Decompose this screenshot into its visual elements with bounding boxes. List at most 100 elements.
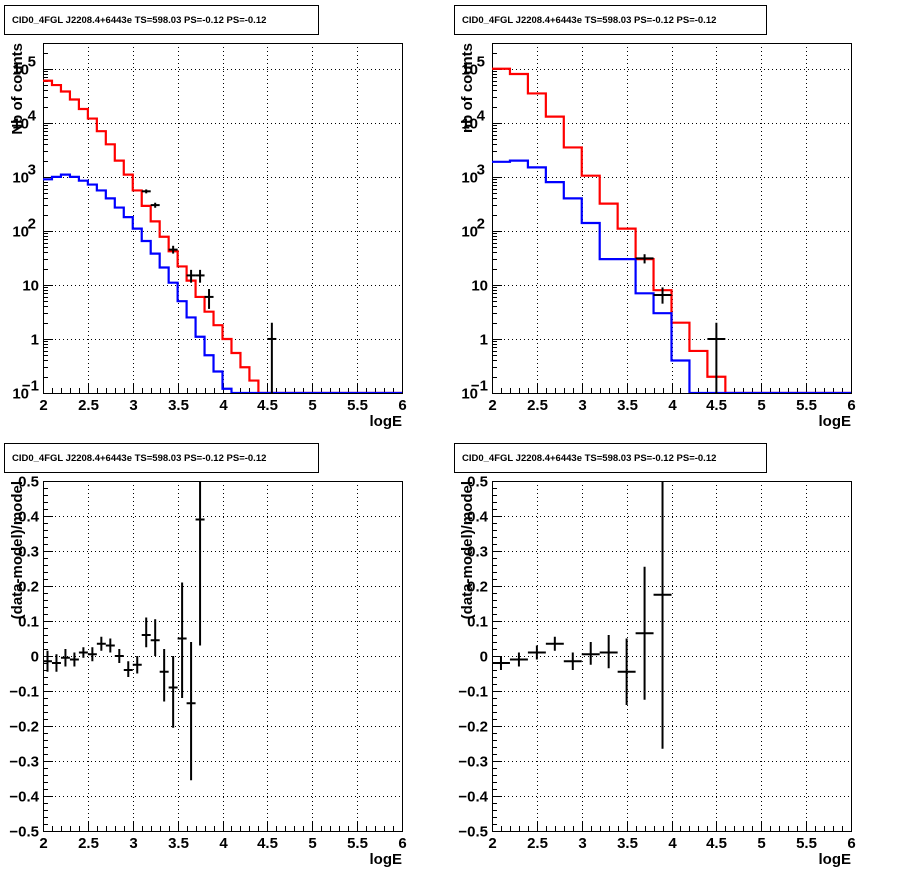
data-point — [150, 619, 160, 656]
x-tick-label: 2 — [488, 835, 496, 852]
data-point — [195, 481, 205, 646]
y-tick-label: 10 — [22, 278, 39, 295]
x-tick-label: 6 — [847, 835, 855, 852]
y-axis-label: nb of counts — [459, 43, 476, 133]
y-tick-label: 10 — [12, 386, 29, 403]
x-tick-label: 4 — [668, 835, 677, 852]
x-axis-label: logE — [819, 413, 852, 430]
y-tick-label: 0.2 — [18, 579, 39, 596]
series-source-step — [43, 173, 402, 393]
data-point — [43, 650, 52, 672]
x-tick-label: 4.5 — [706, 835, 727, 852]
data-point — [492, 656, 510, 670]
y-tick-exponent: 5 — [477, 54, 485, 71]
x-tick-label: 3.5 — [168, 397, 189, 414]
y-tick-label: 0.5 — [467, 474, 488, 491]
chart-panel-1: CID0_4FGL J2208.4+6443e TS=598.03 PS=-0.… — [4, 5, 407, 430]
y-tick-label: −0.5 — [9, 824, 39, 841]
y-tick-label: 10 — [461, 386, 478, 403]
y-tick-exponent: 4 — [477, 108, 486, 125]
data-point — [635, 566, 654, 700]
x-axis-label: logE — [370, 413, 403, 430]
x-tick-label: 6 — [847, 397, 855, 414]
y-tick-exponent: −1 — [22, 378, 39, 395]
y-tick-exponent: 4 — [28, 108, 37, 125]
x-tick-label: 5 — [308, 835, 316, 852]
y-tick-label: 0.2 — [467, 579, 488, 596]
y-tick-exponent: 3 — [28, 162, 36, 179]
data-point — [132, 656, 142, 674]
chart-panel-2: CID0_4FGL J2208.4+6443e TS=598.03 PS=-0.… — [454, 5, 856, 430]
data-point — [267, 322, 277, 393]
data-point — [87, 647, 97, 662]
y-tick-label: 1 — [31, 332, 39, 349]
data-point — [123, 661, 133, 677]
y-tick-label: 0.5 — [18, 474, 39, 491]
x-tick-label: 2 — [39, 397, 47, 414]
data-point — [186, 642, 196, 781]
title-box — [4, 5, 319, 35]
y-tick-label: 0.4 — [467, 509, 489, 526]
y-axis-label: (data-model)/model — [459, 481, 476, 619]
data-point — [653, 481, 672, 749]
data-point — [581, 642, 600, 665]
chart-title: CID0_4FGL J2208.4+6443e TS=598.03 PS=-0.… — [12, 15, 266, 26]
x-tick-label: 2.5 — [78, 835, 99, 852]
x-axis-label: logE — [819, 851, 852, 868]
y-tick-label: 10 — [461, 224, 478, 241]
x-tick-label: 5.5 — [796, 835, 817, 852]
data-point — [653, 287, 672, 304]
x-tick-label: 4.5 — [706, 397, 727, 414]
x-tick-label: 2 — [488, 397, 496, 414]
y-tick-label: −0.2 — [458, 719, 488, 736]
data-point — [150, 202, 160, 208]
y-tick-label: 0.3 — [467, 544, 488, 561]
chart-panel-4: CID0_4FGL J2208.4+6443e TS=598.03 PS=-0.… — [454, 443, 856, 868]
x-tick-label: 5 — [757, 835, 765, 852]
y-tick-label: 0.1 — [467, 614, 488, 631]
x-tick-label: 2.5 — [527, 397, 548, 414]
data-point — [168, 245, 178, 254]
x-tick-label: 2.5 — [527, 835, 548, 852]
y-tick-exponent: 2 — [28, 216, 36, 233]
chart-title: CID0_4FGL J2208.4+6443e TS=598.03 PS=-0.… — [12, 453, 266, 464]
data-point — [60, 649, 70, 667]
y-tick-exponent: 5 — [28, 54, 36, 71]
y-tick-label: 10 — [471, 278, 488, 295]
chart-panel-3: CID0_4FGL J2208.4+6443e TS=598.03 PS=-0.… — [4, 443, 407, 868]
y-tick-label: 0 — [480, 649, 488, 666]
x-tick-label: 4 — [219, 397, 228, 414]
y-tick-exponent: 2 — [477, 216, 485, 233]
x-tick-label: 5 — [308, 397, 316, 414]
x-tick-label: 4.5 — [257, 835, 278, 852]
y-axis-label: Nb of counts — [9, 43, 26, 135]
y-tick-label: 1 — [480, 332, 488, 349]
data-point — [509, 652, 528, 667]
x-tick-label: 3 — [578, 835, 586, 852]
x-tick-label: 5.5 — [347, 397, 368, 414]
y-tick-label: −0.3 — [458, 754, 488, 771]
data-point — [635, 254, 654, 264]
x-tick-label: 4 — [668, 397, 677, 414]
data-point — [51, 654, 61, 672]
y-tick-label: 0.4 — [18, 509, 40, 526]
y-tick-label: −0.2 — [9, 719, 39, 736]
x-tick-label: 3 — [578, 397, 586, 414]
title-box — [454, 443, 767, 473]
y-tick-exponent: 3 — [477, 162, 485, 179]
data-point — [177, 582, 187, 698]
y-tick-label: −0.5 — [458, 824, 488, 841]
x-tick-label: 5.5 — [796, 397, 817, 414]
data-point — [69, 652, 79, 667]
x-axis-label: logE — [370, 851, 403, 868]
data-point — [78, 647, 88, 658]
series-source-step — [492, 159, 851, 393]
x-tick-label: 3.5 — [168, 835, 189, 852]
data-point — [159, 649, 169, 702]
x-tick-label: 4 — [219, 835, 228, 852]
data-point — [114, 649, 124, 663]
x-tick-label: 4.5 — [257, 397, 278, 414]
data-point — [617, 638, 636, 705]
y-tick-label: 0.3 — [18, 544, 39, 561]
chart-title: CID0_4FGL J2208.4+6443e TS=598.03 PS=-0.… — [462, 15, 716, 26]
